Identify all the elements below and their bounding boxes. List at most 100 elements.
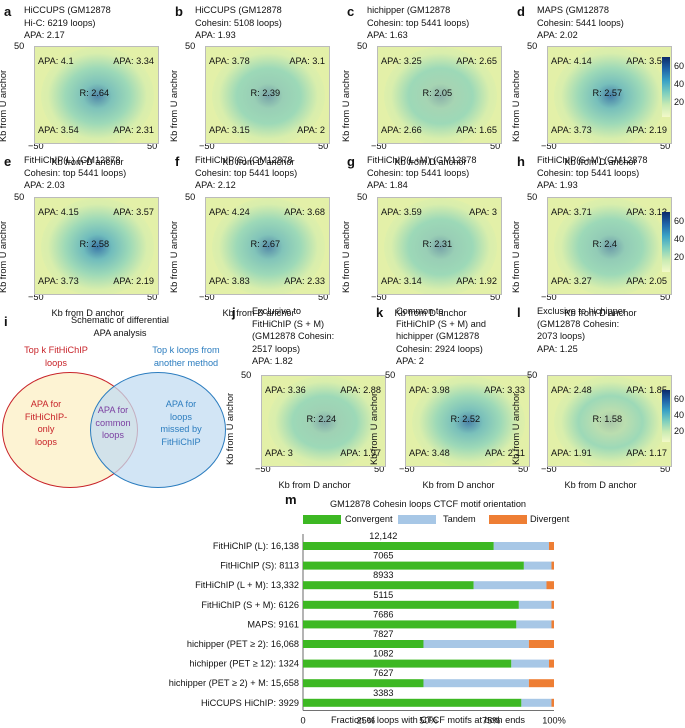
apa-value-bl: APA: 3.27 bbox=[551, 276, 592, 286]
heatmap-signal bbox=[212, 198, 325, 294]
apa-value-tr: APA: 3.68 bbox=[284, 207, 325, 217]
y-axis-title: Kb from U anchor bbox=[169, 221, 179, 293]
apa-value-tr: APA: 3.34 bbox=[113, 56, 154, 66]
x-axis-title: Kb from D anchor bbox=[394, 308, 467, 318]
panel-title-g: FitHiChIP(L+M) (GM12878 Cohesin: top 5441… bbox=[367, 154, 477, 192]
apa-value-center: R: 2.05 bbox=[422, 88, 453, 98]
bar-convergent bbox=[303, 600, 519, 609]
apa-value-tl: APA: 3.78 bbox=[209, 56, 250, 66]
apa-value-br: APA: 2.31 bbox=[113, 125, 154, 135]
apa-value-tl: APA: 4.24 bbox=[209, 207, 250, 217]
panel-letter-l: l bbox=[517, 305, 521, 320]
apa-value-br: APA: 1.65 bbox=[456, 125, 497, 135]
title-line: 2517 loops) bbox=[252, 343, 301, 354]
panel-title-e: FitHiChIP(L) (GM12878 Cohesin: top 5441 l… bbox=[24, 154, 126, 192]
bar-chart-svg: FitHiChIP (L): 16,138 12,142 FitHiChIP (S)… bbox=[169, 531, 566, 725]
y-tick-top: 50 bbox=[357, 41, 368, 51]
apa-value-center: R: 2.58 bbox=[79, 239, 110, 249]
title-line: APA: 2.02 bbox=[537, 30, 578, 41]
x-axis-title: Kb from D anchor bbox=[564, 308, 637, 318]
bar-convergent bbox=[303, 620, 517, 629]
count-label: 7686 bbox=[373, 609, 393, 619]
panel-title-h: FitHiChIP(S+M) (GM12878 Cohesin: top 5441… bbox=[537, 154, 648, 192]
apa-value-tl: APA: 3.59 bbox=[381, 207, 422, 217]
x-tick-right: 50 bbox=[490, 141, 501, 151]
category-label: FitHiChIP (S + M): 6126 bbox=[201, 600, 299, 610]
category-label: FitHiChIP (L): 16,138 bbox=[213, 541, 299, 551]
x-tick-label: 0 bbox=[300, 715, 305, 725]
title-line: HiCCUPS (GM12878 bbox=[24, 5, 111, 15]
heatmap-signal bbox=[554, 376, 667, 466]
apa-value-tr: APA: 2.88 bbox=[340, 385, 381, 395]
legend-swatch-divergent bbox=[489, 515, 527, 524]
venn-left-header: Top k FitHiChIP loops bbox=[24, 345, 88, 368]
apa-value-tl: APA: 3.36 bbox=[265, 385, 306, 395]
colorbar bbox=[662, 57, 670, 117]
bar-convergent bbox=[303, 659, 512, 668]
panel-title-l: Exclusive to hichipper (GM12878 Cohesin: 2… bbox=[537, 305, 626, 355]
y-axis-title: Kb from U anchor bbox=[511, 70, 521, 142]
apa-value-bl: APA: 2.66 bbox=[381, 125, 422, 135]
heatmap-signal bbox=[268, 376, 381, 466]
bar-tandem bbox=[473, 581, 547, 590]
colorbar-tick: 60 bbox=[674, 61, 685, 71]
y-tick-top: 50 bbox=[14, 41, 25, 51]
title-line: FitHiChIP(S) (GM12878 bbox=[195, 155, 293, 165]
y-tick-top: 50 bbox=[527, 370, 538, 380]
title-line: FitHiChIP(L) (GM12878 bbox=[24, 155, 121, 165]
bar-divergent bbox=[528, 640, 554, 648]
y-axis-title: Kb from U anchor bbox=[369, 393, 379, 465]
x-axis-title: Kb from D anchor bbox=[278, 480, 351, 490]
title-line: APA: 2.17 bbox=[24, 30, 65, 41]
title-line: APA: 1.82 bbox=[252, 356, 293, 367]
colorbar bbox=[662, 390, 670, 442]
apa-value-tr: APA: 2.65 bbox=[456, 56, 497, 66]
apa-heatmap-f: APA: 4.24 APA: 3.68 APA: 3.83 APA: 2.33 R: 2… bbox=[205, 197, 330, 295]
count-label: 8933 bbox=[373, 570, 393, 580]
apa-value-center: R: 2.52 bbox=[450, 414, 481, 424]
apa-heatmap-h: APA: 3.71 APA: 3.13 APA: 3.27 APA: 2.05 R: 2… bbox=[547, 197, 672, 295]
title-line: APA: 2.12 bbox=[195, 180, 236, 191]
legend-label-convergent: Convergent bbox=[345, 514, 393, 524]
apa-value-bl: APA: 3.54 bbox=[38, 125, 79, 135]
apa-value-tr: APA: 3 bbox=[469, 207, 497, 217]
heatmap-signal bbox=[41, 47, 154, 143]
bar-tandem bbox=[423, 679, 529, 688]
apa-value-bl: APA: 3.73 bbox=[551, 125, 592, 135]
x-tick-left: −50 bbox=[28, 141, 44, 151]
apa-heatmap-k: APA: 3.98 APA: 3.33 APA: 3.48 APA: 2.11 R: 2… bbox=[405, 375, 530, 467]
panel-letter-k: k bbox=[376, 305, 384, 320]
count-label: 7827 bbox=[373, 629, 393, 639]
chart-legend: Convergent Tandem Divergent bbox=[303, 513, 569, 527]
apa-value-bl: APA: 3.15 bbox=[209, 125, 250, 135]
apa-value-br: APA: 1.97 bbox=[340, 448, 381, 458]
x-tick-right: 50 bbox=[318, 141, 329, 151]
venn-right-header: Top k loops from another method bbox=[152, 345, 220, 368]
apa-value-br: APA: 2.19 bbox=[113, 276, 154, 286]
x-tick-left: −50 bbox=[199, 141, 215, 151]
heatmap-signal bbox=[554, 47, 667, 143]
apa-value-br: APA: 2.11 bbox=[484, 448, 525, 458]
y-axis-title: Kb from U anchor bbox=[341, 70, 351, 142]
x-tick-left: −50 bbox=[541, 141, 557, 151]
apa-value-tr: APA: 3.13 bbox=[626, 207, 667, 217]
bar-tandem bbox=[521, 698, 552, 707]
count-label: 3383 bbox=[373, 688, 393, 698]
panel-letter-c: c bbox=[347, 4, 355, 19]
panel-letter-b: b bbox=[175, 4, 183, 19]
category-label: HiCCUPS HiChIP: 3929 bbox=[201, 698, 299, 708]
title-line: APA: 1.84 bbox=[367, 180, 408, 191]
apa-value-tl: APA: 4.1 bbox=[38, 56, 74, 66]
apa-heatmap-l: APA: 2.48 APA: 1.85 APA: 1.91 APA: 1.17 R: 1… bbox=[547, 375, 672, 467]
x-tick-left: −50 bbox=[541, 464, 557, 474]
bar-tandem bbox=[511, 659, 549, 668]
heatmap-signal bbox=[412, 376, 525, 466]
y-tick-top: 50 bbox=[185, 41, 196, 51]
apa-value-br: APA: 2 bbox=[297, 125, 325, 135]
bar-divergent bbox=[551, 600, 554, 609]
y-axis-title: Kb from U anchor bbox=[169, 70, 179, 142]
panel-letter-d: d bbox=[517, 4, 525, 19]
title-line: Cohesin: 5441 loops) bbox=[537, 17, 624, 28]
title-line: Cohesin: top 5441 loops) bbox=[24, 167, 127, 178]
title-line: APA: 2.03 bbox=[24, 180, 65, 191]
